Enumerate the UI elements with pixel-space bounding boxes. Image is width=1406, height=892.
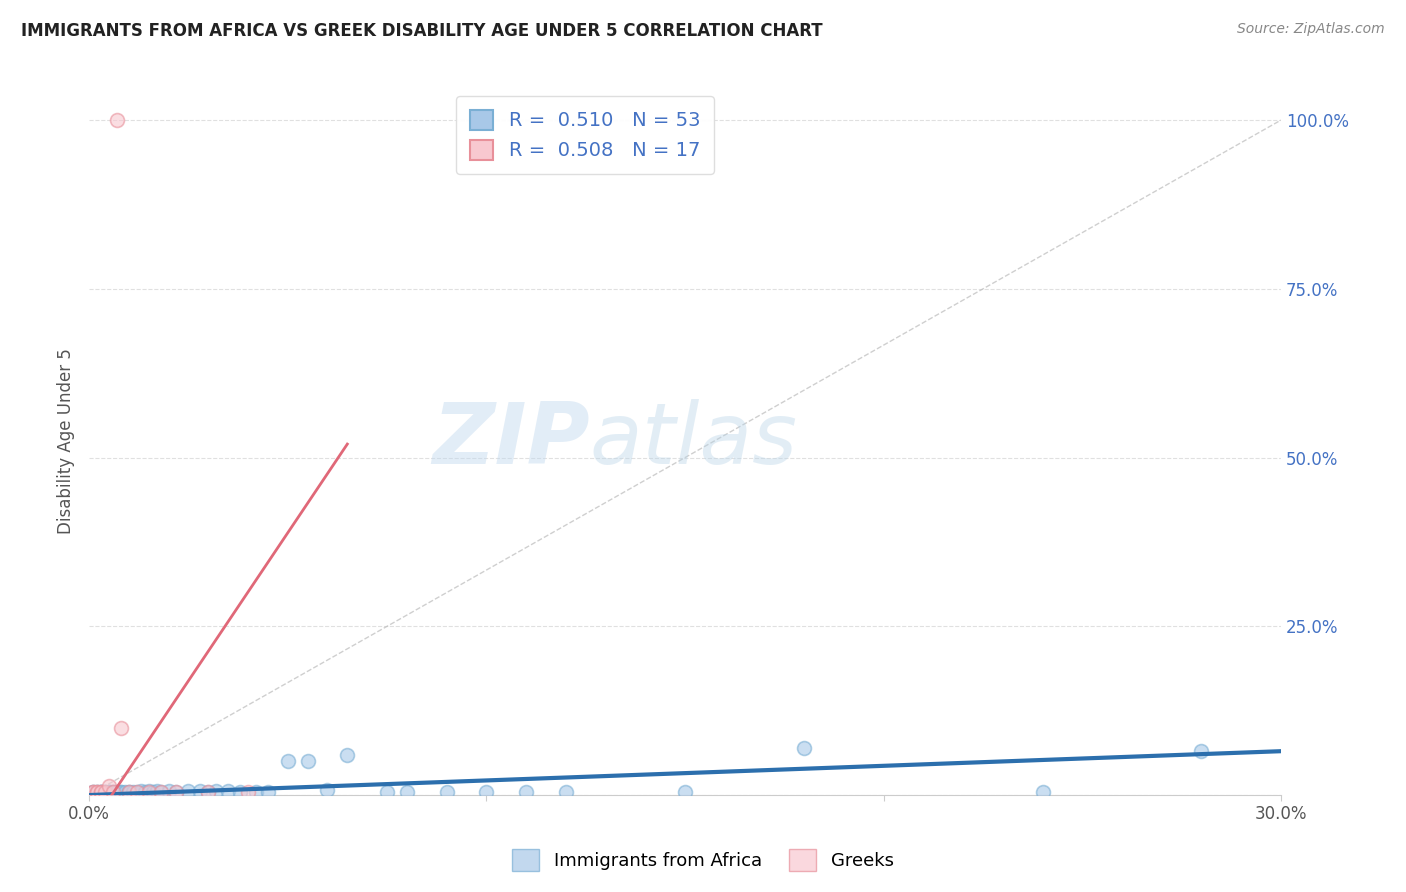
Point	[110, 785, 132, 799]
Point	[90, 785, 112, 799]
Text: IMMIGRANTS FROM AFRICA VS GREEK DISABILITY AGE UNDER 5 CORRELATION CHART: IMMIGRANTS FROM AFRICA VS GREEK DISABILI…	[21, 22, 823, 40]
Point	[157, 784, 180, 798]
Point	[1191, 744, 1213, 758]
Point	[118, 785, 141, 799]
Point	[101, 785, 124, 799]
Point	[673, 785, 696, 799]
Point	[82, 785, 104, 799]
Point	[97, 785, 120, 799]
Point	[436, 785, 458, 799]
Point	[475, 785, 498, 799]
Point	[142, 785, 165, 799]
Point	[138, 784, 160, 798]
Point	[86, 785, 108, 799]
Point	[197, 785, 219, 799]
Point	[375, 785, 398, 799]
Point	[105, 113, 128, 128]
Point	[515, 785, 537, 799]
Point	[110, 785, 132, 799]
Point	[90, 785, 112, 799]
Point	[82, 785, 104, 799]
Point	[94, 785, 117, 799]
Point	[297, 754, 319, 768]
Text: atlas: atlas	[589, 400, 797, 483]
Point	[205, 784, 228, 798]
Point	[336, 747, 359, 762]
Point	[97, 785, 120, 799]
Point	[101, 785, 124, 799]
Point	[138, 785, 160, 799]
Point	[245, 785, 267, 799]
Point	[121, 785, 143, 799]
Point	[82, 785, 104, 799]
Point	[197, 785, 219, 799]
Point	[257, 785, 280, 799]
Point	[105, 785, 128, 799]
Point	[166, 785, 188, 799]
Text: ZIP: ZIP	[432, 400, 589, 483]
Point	[793, 740, 815, 755]
Point	[90, 785, 112, 799]
Point	[94, 785, 117, 799]
Point	[97, 785, 120, 799]
Point	[277, 754, 299, 768]
Point	[236, 785, 259, 799]
Point	[94, 785, 117, 799]
Point	[105, 785, 128, 799]
Point	[101, 785, 124, 799]
Point	[188, 784, 211, 798]
Point	[86, 785, 108, 799]
Legend: R =  0.510   N = 53, R =  0.508   N = 17: R = 0.510 N = 53, R = 0.508 N = 17	[457, 96, 714, 174]
Point	[166, 785, 188, 799]
Point	[125, 785, 148, 799]
Point	[125, 785, 148, 799]
Text: Source: ZipAtlas.com: Source: ZipAtlas.com	[1237, 22, 1385, 37]
Point	[395, 785, 418, 799]
Point	[82, 785, 104, 799]
Point	[177, 784, 200, 798]
Point	[110, 721, 132, 735]
Point	[229, 785, 252, 799]
Point	[134, 785, 156, 799]
Point	[86, 785, 108, 799]
Point	[114, 785, 136, 799]
Point	[316, 782, 339, 797]
Point	[1032, 785, 1054, 799]
Legend: Immigrants from Africa, Greeks: Immigrants from Africa, Greeks	[505, 842, 901, 879]
Point	[149, 785, 172, 799]
Point	[97, 779, 120, 793]
Point	[145, 784, 167, 798]
Point	[129, 784, 152, 798]
Point	[149, 785, 172, 799]
Point	[86, 785, 108, 799]
Point	[90, 785, 112, 799]
Point	[90, 785, 112, 799]
Point	[217, 784, 239, 798]
Point	[554, 785, 576, 799]
Y-axis label: Disability Age Under 5: Disability Age Under 5	[58, 348, 75, 533]
Point	[118, 785, 141, 799]
Point	[118, 785, 141, 799]
